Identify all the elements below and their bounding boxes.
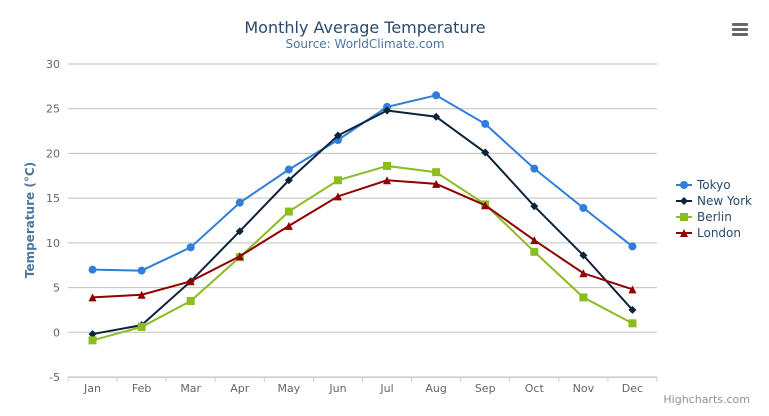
y-tick-label: 25 [46, 103, 60, 116]
hamburger-menu-icon[interactable] [728, 16, 752, 40]
y-axis-label: Temperature (°C) [23, 162, 37, 278]
legend-item-new-york[interactable]: New York [676, 194, 752, 208]
data-point [383, 161, 392, 170]
legend-item-berlin[interactable]: Berlin [676, 210, 732, 224]
data-point [137, 322, 146, 331]
data-point [284, 207, 293, 216]
x-tick-label: Aug [425, 382, 446, 395]
data-point [333, 131, 342, 140]
series-tokyo [88, 91, 637, 275]
series-line [92, 94, 634, 272]
series-new-york [88, 106, 637, 339]
data-point [628, 285, 637, 294]
legend-label: New York [697, 194, 752, 208]
legend-label: Tokyo [696, 178, 731, 192]
data-point [530, 236, 539, 245]
x-tick-label: Sep [475, 382, 496, 395]
legend-item-london[interactable]: London [676, 226, 741, 240]
data-point [628, 319, 637, 328]
data-point [88, 330, 97, 339]
data-point [579, 251, 588, 260]
x-tick-label: Oct [525, 382, 545, 395]
data-point [333, 176, 342, 185]
x-tick-label: Feb [132, 382, 151, 395]
y-tick-label: 15 [46, 192, 60, 205]
data-point [186, 296, 195, 305]
y-tick-label: 20 [46, 147, 60, 160]
data-point [481, 201, 490, 210]
data-point [88, 293, 97, 302]
y-tick-label: 0 [53, 326, 60, 339]
data-point [530, 247, 539, 256]
x-tick-label: Jul [379, 382, 393, 395]
legend-label: London [697, 226, 741, 240]
y-tick-label: -5 [49, 371, 60, 384]
data-point [88, 336, 97, 345]
data-point [284, 221, 293, 230]
data-point [579, 293, 588, 302]
data-point [579, 203, 588, 212]
legend-marker [680, 229, 688, 237]
data-point [137, 290, 146, 299]
y-tick-label: 30 [46, 58, 60, 71]
data-point [481, 148, 490, 157]
data-point [432, 179, 441, 188]
legend-marker [680, 213, 688, 221]
data-point [235, 252, 244, 261]
data-point [628, 305, 637, 314]
data-point [186, 277, 195, 286]
x-tick-label: Mar [180, 382, 201, 395]
series-line [92, 109, 634, 336]
x-tick-label: Apr [230, 382, 250, 395]
series-line [92, 179, 633, 299]
legend-label: Berlin [697, 210, 732, 224]
data-point [284, 165, 293, 174]
data-point [579, 269, 588, 278]
data-point [530, 202, 539, 211]
data-point [88, 265, 97, 274]
data-point [284, 176, 293, 185]
data-point [235, 198, 244, 207]
x-tick-label: Jan [83, 382, 101, 395]
data-point [432, 168, 441, 177]
data-point [137, 266, 146, 275]
x-tick-label: May [278, 382, 301, 395]
data-point [481, 119, 490, 128]
x-tick-label: Jun [328, 382, 346, 395]
chart-title: Monthly Average Temperature [244, 18, 485, 37]
legend-marker [680, 181, 688, 189]
data-point [333, 192, 342, 201]
y-tick-label: 5 [53, 282, 60, 295]
y-tick-label: 10 [46, 237, 60, 250]
data-point [383, 106, 392, 115]
data-point [432, 112, 441, 121]
chart-subtitle: Source: WorldClimate.com [285, 37, 444, 51]
data-point [235, 227, 244, 236]
data-point [383, 176, 392, 185]
credits-link[interactable]: Highcharts.com [663, 393, 750, 406]
legend-marker [680, 197, 688, 205]
x-tick-label: Nov [573, 382, 595, 395]
data-point [530, 164, 539, 173]
data-point [432, 91, 441, 100]
legend-item-tokyo[interactable]: Tokyo [676, 178, 731, 192]
series-london [88, 176, 637, 302]
data-point [186, 243, 195, 252]
series-line [92, 164, 633, 342]
data-point [628, 242, 637, 251]
x-tick-label: Dec [622, 382, 643, 395]
